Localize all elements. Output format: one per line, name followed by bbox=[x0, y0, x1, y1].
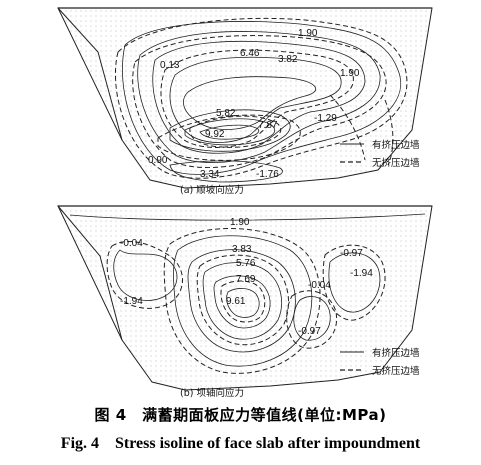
panel-a-label: 0.13 bbox=[160, 60, 180, 71]
panel-b: 1.90 -0.04 3.83 5.76 7.69 9.61 -1.94 -0.… bbox=[57, 205, 433, 399]
panel-b-label: -1.94 bbox=[350, 268, 373, 279]
figure-caption-chinese: 图 4 满蓄期面板应力等值线(单位:MPa) bbox=[94, 406, 387, 424]
panel-b-label: 5.76 bbox=[236, 258, 256, 269]
figure-caption-english: Fig. 4 Stress isoline of face slab after… bbox=[60, 435, 421, 452]
legend-solid-label: 有挤压边墙 bbox=[372, 139, 420, 151]
panel-a-label: 5.82 bbox=[216, 108, 236, 119]
panel-a: 1.90 0.13 6.46 3.82 1.90 5.82 7.87 9.92 … bbox=[57, 7, 433, 196]
panel-b-label: 7.69 bbox=[236, 274, 256, 285]
panel-b-left-abutment bbox=[57, 205, 123, 341]
panel-a-label: 3.82 bbox=[278, 54, 298, 65]
panel-a-label: 9.92 bbox=[205, 129, 225, 140]
panel-b-label: 9.61 bbox=[226, 296, 246, 307]
panel-a-label: 6.46 bbox=[240, 48, 260, 59]
panel-a-label: -1.76 bbox=[256, 169, 279, 180]
panel-a-label: 1.90 bbox=[298, 28, 318, 39]
panel-b-label: 3.83 bbox=[232, 244, 252, 255]
panel-b-slab-outline bbox=[57, 205, 433, 391]
panel-a-label: 1.90 bbox=[340, 68, 360, 79]
panel-b-label: -1.94 bbox=[120, 296, 143, 307]
panel-b-labels: 1.90 -0.04 3.83 5.76 7.69 9.61 -1.94 -0.… bbox=[120, 217, 373, 337]
panel-b-subtitle: (b) 坝轴向应力 bbox=[180, 387, 244, 399]
panel-a-legend: 有挤压边墙 无挤压边墙 bbox=[340, 139, 420, 169]
panel-b-label: -0.97 bbox=[298, 326, 321, 337]
panel-a-label: 3.34 bbox=[200, 169, 220, 180]
panel-a-subtitle: (a) 顺坡向应力 bbox=[180, 184, 244, 196]
panel-a-label: 7.87 bbox=[258, 120, 278, 131]
panel-b-label: -0.04 bbox=[308, 280, 331, 291]
panel-b-label: -0.97 bbox=[340, 248, 363, 259]
legend-solid-label: 有挤压边墙 bbox=[372, 347, 420, 359]
panel-a-labels: 1.90 0.13 6.46 3.82 1.90 5.82 7.87 9.92 … bbox=[148, 28, 360, 180]
panel-a-label: 0.90 bbox=[148, 155, 168, 166]
panel-b-label: -0.04 bbox=[120, 238, 143, 249]
panel-b-legend: 有挤压边墙 无挤压边墙 bbox=[340, 347, 420, 377]
legend-dashed-label: 无挤压边墙 bbox=[372, 365, 420, 377]
panel-a-contours-dashed bbox=[114, 17, 408, 179]
panel-b-label: 1.90 bbox=[230, 217, 250, 228]
panel-a-label: -1.29 bbox=[314, 113, 337, 124]
panel-a-left-abutment bbox=[57, 7, 123, 141]
panel-b-contours-dashed bbox=[106, 228, 386, 374]
legend-dashed-label: 无挤压边墙 bbox=[372, 157, 420, 169]
panel-b-contours bbox=[69, 213, 426, 367]
